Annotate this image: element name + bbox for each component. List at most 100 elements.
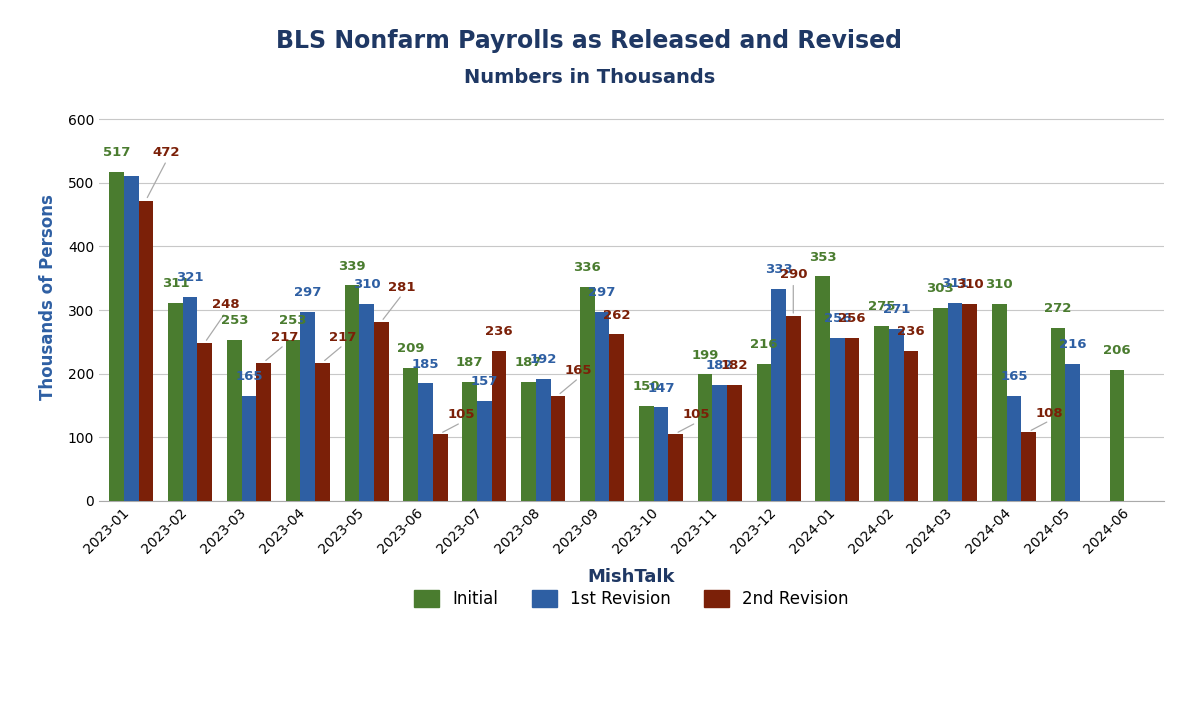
Bar	[948, 303, 962, 501]
Bar	[962, 304, 977, 501]
Bar	[256, 363, 271, 501]
Bar	[477, 401, 492, 501]
Text: 297: 297	[294, 286, 322, 299]
Bar	[419, 383, 433, 501]
Bar	[1021, 432, 1036, 501]
Text: 236: 236	[897, 325, 924, 338]
Text: 216: 216	[750, 338, 778, 351]
Bar	[786, 316, 801, 501]
Text: 311: 311	[941, 277, 969, 291]
Text: 187: 187	[515, 357, 542, 369]
Text: 275: 275	[868, 300, 895, 314]
Text: 353: 353	[809, 251, 837, 263]
Bar	[403, 368, 419, 501]
Bar	[124, 176, 139, 501]
Bar	[521, 382, 535, 501]
Text: 321: 321	[177, 271, 204, 284]
Bar	[242, 396, 256, 501]
Text: 297: 297	[588, 286, 615, 299]
Bar	[757, 364, 771, 501]
Y-axis label: Thousands of Persons: Thousands of Persons	[39, 195, 57, 400]
Text: 248: 248	[211, 299, 239, 311]
Bar	[580, 287, 594, 501]
Bar	[535, 379, 551, 501]
Bar	[1109, 370, 1125, 501]
Bar	[830, 338, 845, 501]
Bar	[139, 200, 153, 501]
Text: 105: 105	[447, 408, 475, 422]
Text: 253: 253	[279, 314, 307, 327]
Bar	[610, 334, 624, 501]
Text: 310: 310	[353, 278, 381, 291]
Bar	[653, 407, 668, 501]
Bar	[462, 382, 477, 501]
Text: 147: 147	[647, 382, 674, 395]
Bar	[594, 312, 610, 501]
Bar	[771, 289, 786, 501]
Bar	[551, 396, 565, 501]
Text: 290: 290	[779, 268, 808, 281]
Text: 271: 271	[883, 303, 910, 316]
Bar	[933, 308, 948, 501]
Text: 310: 310	[986, 278, 1013, 291]
Text: 157: 157	[470, 375, 498, 388]
Text: BLS Nonfarm Payrolls as Released and Revised: BLS Nonfarm Payrolls as Released and Rev…	[277, 29, 902, 53]
X-axis label: MishTalk: MishTalk	[587, 568, 676, 586]
Text: 209: 209	[397, 342, 424, 355]
Text: 217: 217	[329, 331, 357, 344]
Text: 339: 339	[338, 260, 365, 273]
Text: 182: 182	[720, 359, 749, 372]
Text: 165: 165	[565, 364, 592, 377]
Text: 150: 150	[632, 379, 660, 393]
Bar	[1066, 364, 1080, 501]
Text: 253: 253	[220, 314, 248, 327]
Bar	[433, 434, 448, 501]
Text: 517: 517	[103, 146, 130, 159]
Bar	[845, 338, 859, 501]
Bar	[374, 322, 389, 501]
Text: 336: 336	[573, 261, 601, 274]
Text: 216: 216	[1059, 338, 1087, 351]
Text: 108: 108	[1035, 407, 1063, 420]
Bar	[301, 312, 315, 501]
Bar	[360, 304, 374, 501]
Bar	[816, 276, 830, 501]
Text: 185: 185	[411, 357, 440, 371]
Bar	[285, 340, 301, 501]
Text: 217: 217	[271, 331, 298, 344]
Bar	[344, 285, 360, 501]
Text: 165: 165	[236, 370, 263, 383]
Bar	[727, 385, 742, 501]
Bar	[169, 303, 183, 501]
Text: 311: 311	[162, 277, 189, 291]
Bar	[198, 343, 212, 501]
Bar	[639, 405, 653, 501]
Text: 165: 165	[1000, 370, 1028, 383]
Text: 192: 192	[529, 353, 556, 366]
Text: 199: 199	[691, 349, 719, 362]
Text: 472: 472	[153, 146, 180, 159]
Text: 256: 256	[824, 312, 851, 325]
Bar	[992, 304, 1007, 501]
Legend: Initial, 1st Revision, 2nd Revision: Initial, 1st Revision, 2nd Revision	[408, 584, 856, 615]
Bar	[315, 363, 330, 501]
Bar	[698, 374, 712, 501]
Bar	[874, 326, 889, 501]
Text: Numbers in Thousands: Numbers in Thousands	[463, 68, 716, 87]
Text: 206: 206	[1104, 344, 1131, 357]
Bar	[492, 351, 507, 501]
Bar	[903, 351, 918, 501]
Text: 262: 262	[602, 309, 631, 321]
Bar	[183, 296, 198, 501]
Bar	[110, 172, 124, 501]
Bar	[889, 329, 903, 501]
Bar	[1050, 328, 1066, 501]
Bar	[1007, 396, 1021, 501]
Text: 303: 303	[927, 282, 954, 296]
Bar	[226, 340, 242, 501]
Text: 182: 182	[706, 359, 733, 372]
Bar	[668, 434, 683, 501]
Text: 187: 187	[456, 357, 483, 369]
Text: 105: 105	[683, 408, 710, 422]
Bar	[712, 385, 727, 501]
